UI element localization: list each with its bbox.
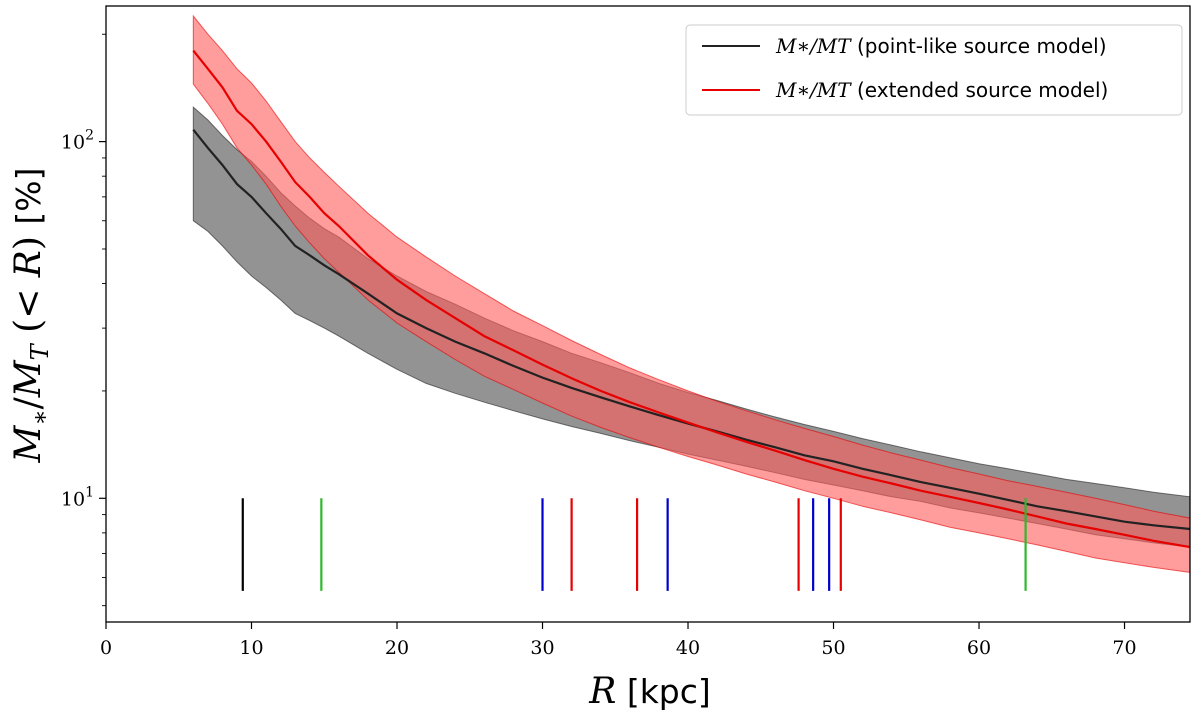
series-line-extended [192,49,1191,549]
x-tick-label-50: 50 [821,637,845,659]
x-axis-label: R [kpc] [588,671,711,712]
legend: M∗/MT (point-like source model) M∗/MT (e… [685,24,1183,116]
legend-label-extended: M∗/MT (extended source model) [775,78,1108,102]
y-tick-label-10: 101 [61,484,94,510]
y-axis-label: M∗/MT (< R) [%] [8,167,54,463]
x-tick-label-30: 30 [530,637,554,659]
x-tick-label-10: 10 [239,637,263,659]
legend-label-point-like: M∗/MT (point-like source model) [775,34,1107,58]
x-tick-label-0: 0 [100,637,112,659]
x-tick-label-70: 70 [1112,637,1136,659]
x-tick-label-20: 20 [385,637,409,659]
series-lines [192,49,1191,549]
y-tick-label-100: 102 [61,128,94,154]
series-line-point-like [192,129,1191,531]
y-axis-ticks: 101 102 [61,33,106,607]
marker-lines [241,498,1027,591]
x-axis-ticks: 0 10 20 30 40 50 60 70 [100,622,1137,659]
x-tick-label-40: 40 [676,637,700,659]
legend-box [685,24,1183,116]
band-point-like [192,105,1191,548]
plot-frame [105,5,1191,623]
x-tick-label-60: 60 [967,637,991,659]
